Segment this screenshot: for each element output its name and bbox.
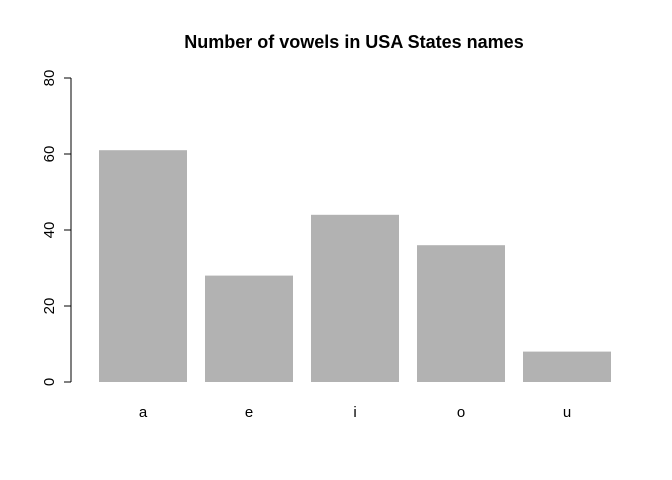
y-tick-label: 80 bbox=[41, 70, 58, 87]
x-tick-label-o: o bbox=[457, 404, 465, 421]
x-tick-label-i: i bbox=[353, 404, 356, 421]
y-tick-label: 20 bbox=[41, 298, 58, 315]
bar-e bbox=[205, 275, 293, 382]
y-tick-label: 60 bbox=[41, 146, 58, 163]
bar-o bbox=[417, 245, 505, 382]
x-tick-label-e: e bbox=[245, 404, 253, 421]
x-tick-label-u: u bbox=[563, 404, 571, 421]
bar-u bbox=[523, 351, 611, 382]
x-tick-label-a: a bbox=[139, 404, 148, 421]
bar-i bbox=[311, 214, 399, 382]
bars-group bbox=[99, 150, 611, 382]
bar-a bbox=[99, 150, 187, 382]
chart-title: Number of vowels in USA States names bbox=[184, 32, 523, 52]
y-axis: 0 20 40 60 80 bbox=[41, 70, 72, 386]
y-tick-label: 0 bbox=[41, 378, 58, 386]
y-tick-label: 40 bbox=[41, 222, 58, 239]
